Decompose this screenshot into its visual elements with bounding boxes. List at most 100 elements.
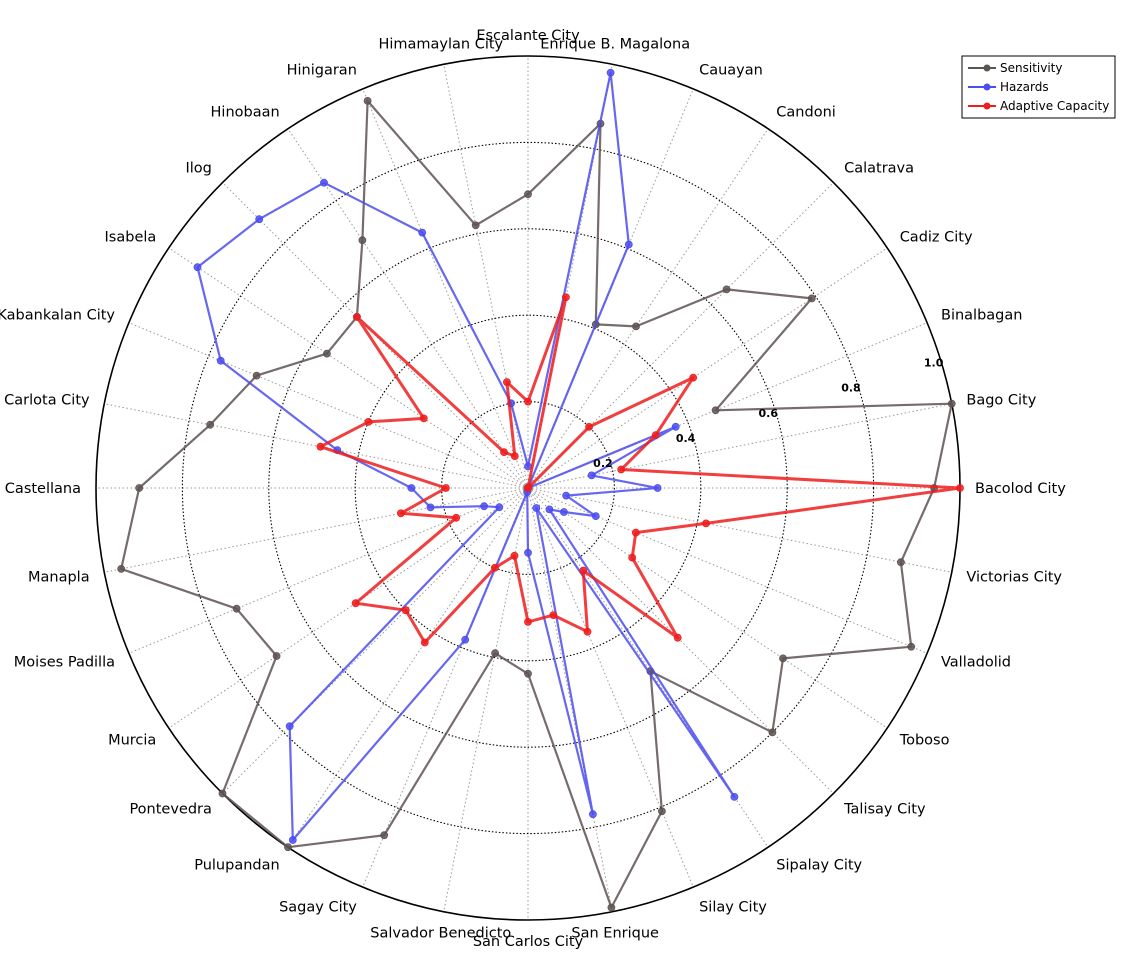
data-point xyxy=(490,563,499,572)
category-label: Hinigaran xyxy=(287,63,357,79)
spoke-line xyxy=(527,487,613,912)
data-point xyxy=(117,565,126,573)
spoke-line xyxy=(104,403,529,489)
angular-grid xyxy=(96,56,960,920)
data-point xyxy=(491,649,500,658)
spoke-line xyxy=(128,322,529,489)
data-point xyxy=(524,548,532,557)
spoke-line xyxy=(362,88,529,489)
data-point xyxy=(316,442,325,451)
radial-tick-label: 0.6 xyxy=(759,407,779,420)
data-point xyxy=(524,397,532,406)
spoke-line xyxy=(527,128,769,489)
data-point xyxy=(206,420,215,429)
data-point xyxy=(617,465,626,474)
data-point xyxy=(396,509,405,518)
spoke-line xyxy=(527,487,952,573)
spoke-line xyxy=(128,487,529,654)
category-label: Sagay City xyxy=(279,900,357,916)
data-point xyxy=(471,221,480,230)
radial-ring xyxy=(181,141,875,835)
data-point xyxy=(560,508,568,516)
category-label: Talisay City xyxy=(843,801,926,817)
data-point xyxy=(711,406,720,415)
data-point xyxy=(480,502,489,511)
category-label: Ilog xyxy=(186,161,212,177)
legend-marker xyxy=(983,64,991,72)
data-point xyxy=(495,503,504,512)
data-point xyxy=(658,807,666,816)
data-point xyxy=(322,349,331,358)
spoke-line xyxy=(168,247,529,489)
data-point xyxy=(452,513,461,522)
data-point xyxy=(722,285,731,294)
data-point xyxy=(426,503,435,512)
category-label: Hinobaan xyxy=(211,104,280,120)
data-point xyxy=(651,431,660,440)
category-label: Pulupandan xyxy=(194,858,279,874)
legend-label: Hazards xyxy=(1000,80,1049,94)
category-label: Sipalay City xyxy=(776,858,862,874)
data-point xyxy=(510,551,519,560)
data-point xyxy=(587,471,596,480)
category-label: Moises Padilla xyxy=(14,654,115,670)
spoke-line xyxy=(527,247,888,489)
category-label: Manapla xyxy=(28,569,90,585)
category-label: Valladolid xyxy=(941,654,1011,670)
legend-label: Sensitivity xyxy=(1000,61,1062,75)
spoke-line xyxy=(287,487,529,848)
legend: Sensitivity Hazards Adaptive Capacity xyxy=(961,55,1116,119)
category-label: Bago City xyxy=(966,393,1036,409)
category-label: La Castellana xyxy=(0,481,81,497)
data-point xyxy=(418,228,427,237)
category-label: Salvador Benedicto xyxy=(370,925,511,941)
data-point xyxy=(956,484,964,492)
data-point xyxy=(510,452,519,461)
data-point xyxy=(585,422,593,431)
data-point xyxy=(218,789,227,798)
data-point xyxy=(532,504,541,512)
category-label: Calatrava xyxy=(844,161,914,177)
data-point xyxy=(320,178,328,187)
data-point xyxy=(632,322,640,331)
legend-marker xyxy=(983,102,991,110)
category-labels: Bacolod City Bago City Binalbagan Cadiz Cit… xyxy=(0,28,1066,950)
radial-ring xyxy=(354,314,702,662)
data-point xyxy=(624,240,633,249)
spoke-line xyxy=(168,487,529,729)
data-point xyxy=(607,903,616,912)
spoke-line xyxy=(527,487,888,729)
data-point xyxy=(255,215,264,224)
legend-item: Sensitivity xyxy=(968,61,1062,75)
radial-tick-label: 1.0 xyxy=(924,357,944,370)
legend-marker xyxy=(983,83,991,91)
series-line xyxy=(318,295,962,644)
data-point xyxy=(524,669,532,678)
spoke-line xyxy=(527,403,952,489)
data-point xyxy=(285,722,294,731)
data-point xyxy=(380,831,389,840)
category-label: Bacolod City xyxy=(975,481,1066,497)
data-point xyxy=(591,512,600,520)
spoke-line xyxy=(222,487,529,794)
category-label: Toboso xyxy=(899,733,950,749)
data-point xyxy=(352,312,361,321)
data-point xyxy=(671,422,680,431)
radial-tick-label: 0.8 xyxy=(841,382,861,395)
legend-item: Adaptive Capacity xyxy=(968,99,1109,113)
spoke-line xyxy=(527,487,694,888)
series-layer xyxy=(117,68,964,912)
data-point xyxy=(502,378,511,387)
category-label: Victorias City xyxy=(966,569,1062,585)
data-point xyxy=(689,373,698,382)
data-point xyxy=(193,263,202,272)
radial-ring xyxy=(268,228,788,748)
legend-label: Adaptive Capacity xyxy=(1000,99,1109,113)
data-point xyxy=(364,417,373,426)
radial-tick-label: 0.2 xyxy=(593,457,613,470)
data-point xyxy=(252,371,261,380)
data-point xyxy=(461,635,470,644)
data-point xyxy=(583,627,592,636)
data-point xyxy=(284,843,292,852)
